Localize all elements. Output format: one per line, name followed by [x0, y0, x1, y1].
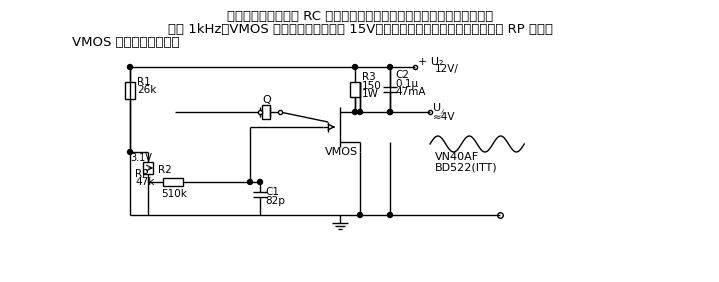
Text: + U₂: + U₂ — [418, 57, 444, 67]
Circle shape — [388, 109, 393, 114]
Text: 0.1μ: 0.1μ — [395, 79, 418, 89]
Circle shape — [127, 149, 132, 155]
Text: 82p: 82p — [265, 196, 285, 206]
Text: VMOS: VMOS — [325, 147, 358, 157]
Text: VN40AF: VN40AF — [435, 152, 479, 162]
Circle shape — [247, 180, 252, 184]
FancyBboxPatch shape — [350, 82, 360, 97]
Text: U⁁: U⁁ — [433, 102, 444, 113]
Circle shape — [357, 213, 362, 217]
Circle shape — [257, 180, 262, 184]
Circle shape — [357, 109, 362, 114]
Text: RP: RP — [135, 169, 148, 179]
Text: ≈4V: ≈4V — [433, 112, 456, 122]
Circle shape — [352, 65, 357, 69]
Text: 1W: 1W — [362, 89, 379, 99]
Text: Q: Q — [262, 95, 271, 105]
Circle shape — [388, 65, 393, 69]
Text: 3.1V: 3.1V — [130, 153, 152, 163]
FancyBboxPatch shape — [125, 82, 135, 99]
Text: 12V/: 12V/ — [435, 64, 459, 74]
Text: 47k: 47k — [135, 177, 155, 187]
Text: C1: C1 — [265, 187, 279, 197]
FancyBboxPatch shape — [163, 178, 183, 186]
Text: 47mA: 47mA — [395, 87, 426, 97]
FancyBboxPatch shape — [262, 105, 270, 119]
FancyBboxPatch shape — [143, 162, 153, 174]
Circle shape — [388, 213, 393, 217]
Text: C2: C2 — [395, 70, 409, 80]
Text: R2: R2 — [158, 165, 172, 175]
Text: 晶振电路振荡频率同 RC 环节的参数有关。在图中所标参数情况下振荡频: 晶振电路振荡频率同 RC 环节的参数有关。在图中所标参数情况下振荡频 — [227, 10, 493, 23]
Text: 率为 1kHz。VMOS 移相发生器可提供约 15V（有效值）的输出电压，利用电位器 RP 可调整: 率为 1kHz。VMOS 移相发生器可提供约 15V（有效值）的输出电压，利用电… — [168, 23, 552, 36]
Circle shape — [388, 109, 393, 114]
Text: R1: R1 — [137, 77, 151, 87]
Text: VMOS 晶体管的工作点。: VMOS 晶体管的工作点。 — [72, 36, 180, 49]
Text: 26k: 26k — [137, 85, 156, 95]
Text: BD522(ITT): BD522(ITT) — [435, 162, 498, 172]
Circle shape — [352, 109, 357, 114]
Circle shape — [127, 65, 132, 69]
Text: 150: 150 — [362, 81, 382, 91]
Text: R3: R3 — [362, 72, 376, 82]
Text: 510k: 510k — [161, 189, 187, 199]
